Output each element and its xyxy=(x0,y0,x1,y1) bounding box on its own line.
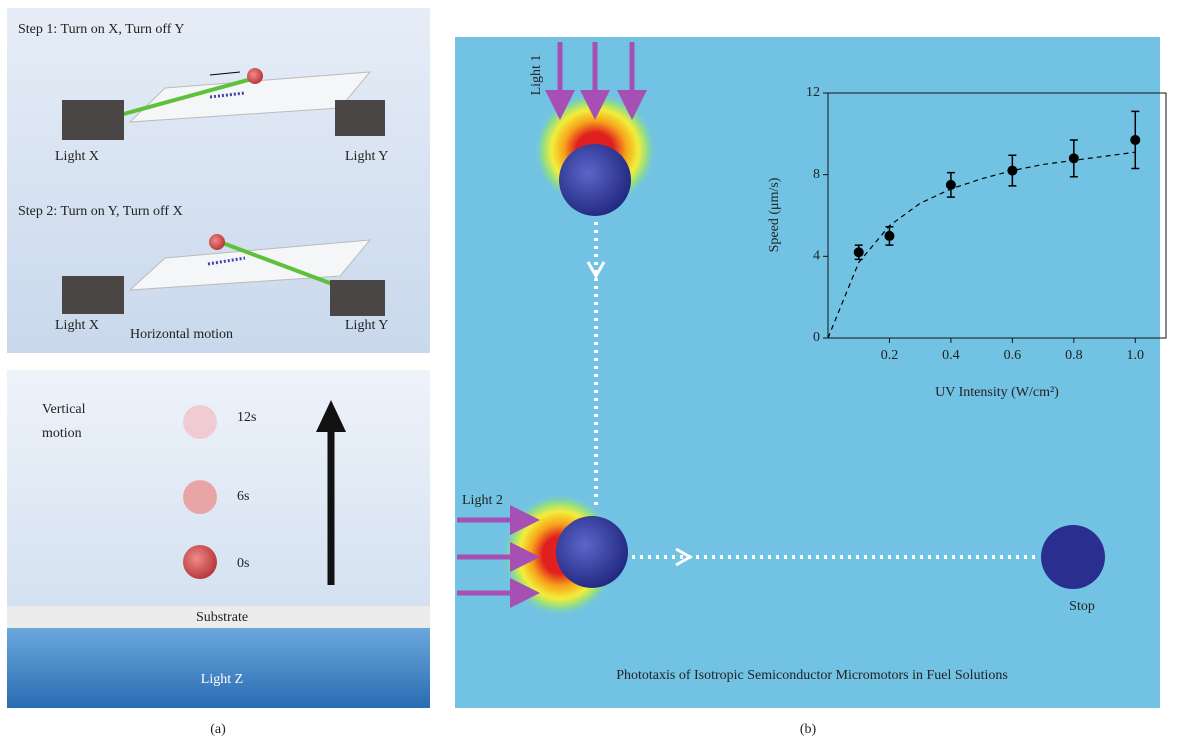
time-label: 6s xyxy=(237,489,249,504)
point xyxy=(1069,153,1079,163)
motion-label: Horizontal motion xyxy=(130,327,233,342)
y-tick-label: 4 xyxy=(813,249,820,264)
x-tick-label: 0.6 xyxy=(1004,348,1022,363)
point xyxy=(1007,166,1017,176)
light-label: Light 1 xyxy=(529,55,544,96)
time-label: 12s xyxy=(237,410,256,425)
page: Step 1: Turn on X, Turn off Y Light X Li… xyxy=(0,0,1177,747)
light-label: Light Y xyxy=(345,149,388,164)
stop-label: Stop xyxy=(1069,599,1095,614)
point xyxy=(884,231,894,241)
x-axis-label: UV Intensity (W/cm²) xyxy=(935,385,1059,400)
y-tick-label: 12 xyxy=(806,85,820,100)
micromotor xyxy=(556,516,628,588)
light-z-label: Light Z xyxy=(201,672,243,687)
figure: Step 1: Turn on X, Turn off Y Light X Li… xyxy=(0,0,1177,742)
micromotor xyxy=(559,144,631,216)
caption: Phototaxis of Isotropic Semiconductor Mi… xyxy=(616,668,1008,683)
point xyxy=(1130,135,1140,145)
particle xyxy=(183,480,217,514)
x-tick-label: 0.8 xyxy=(1065,348,1083,363)
step-title: Step 2: Turn on Y, Turn off X xyxy=(18,204,183,219)
particle xyxy=(183,545,217,579)
step-title: Step 1: Turn on X, Turn off Y xyxy=(18,22,185,37)
panel-label: (a) xyxy=(210,722,226,737)
y-tick-label: 0 xyxy=(813,330,820,345)
substrate-label: Substrate xyxy=(196,610,248,625)
y-axis-label: Speed (μm/s) xyxy=(767,177,782,252)
x-tick-label: 1.0 xyxy=(1127,348,1145,363)
motion-label: motion xyxy=(42,426,82,441)
motion-label: Vertical xyxy=(42,402,86,417)
y-tick-label: 8 xyxy=(813,167,820,182)
point xyxy=(946,180,956,190)
point xyxy=(854,247,864,257)
micromotor xyxy=(1041,525,1105,589)
time-label: 0s xyxy=(237,556,249,571)
light-label: Light Y xyxy=(345,318,388,333)
light-label: Light X xyxy=(55,318,99,333)
panel-label: (b) xyxy=(800,722,817,737)
particle xyxy=(183,405,217,439)
x-tick-label: 0.4 xyxy=(942,348,960,363)
x-tick-label: 0.2 xyxy=(881,348,899,363)
light-label: Light 2 xyxy=(462,493,503,508)
light-z xyxy=(7,628,430,708)
light-label: Light X xyxy=(55,149,99,164)
